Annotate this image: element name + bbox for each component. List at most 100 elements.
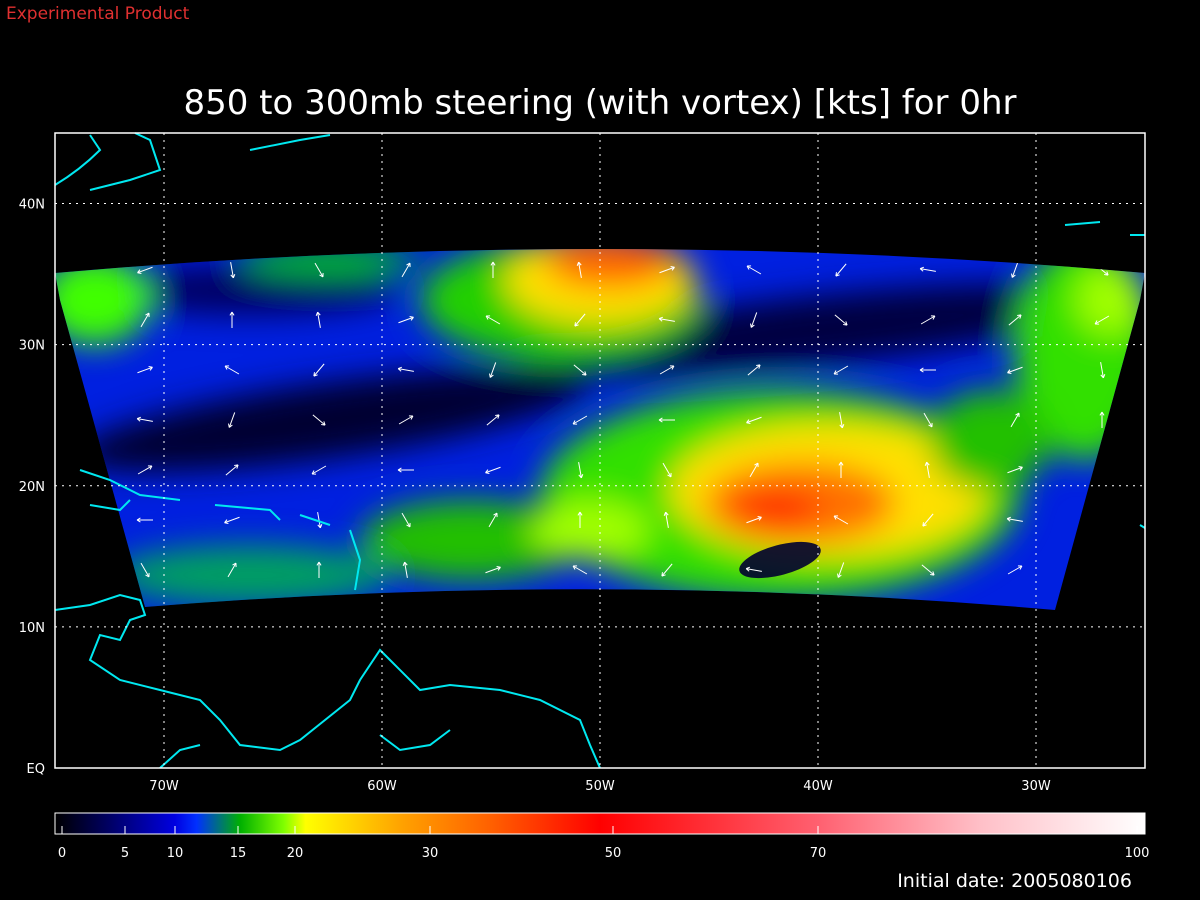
wind-arrow (225, 464, 239, 476)
x-tick-label: 60W (367, 779, 397, 794)
y-tick-label: 20N (19, 480, 45, 495)
wind-arrow (136, 416, 153, 422)
wind-arrow (313, 363, 325, 377)
colorbar-label: 15 (230, 846, 247, 861)
wind-arrow (749, 462, 759, 478)
wind-arrow (230, 262, 236, 279)
wind-arrow (402, 561, 408, 578)
wind-arrow (317, 512, 323, 529)
wind-arrow (1007, 366, 1023, 374)
x-tick-label: 40W (803, 779, 833, 794)
wind-arrow (837, 562, 845, 578)
wind-arrow (224, 365, 240, 375)
colorbar-label: 70 (810, 846, 827, 861)
wind-arrow (577, 511, 583, 528)
grid: 70W 60W 50W 40W 30W EQ 10N 20N 30N 40N (19, 133, 1145, 794)
wind-arrow (316, 561, 322, 578)
wind-arrow (923, 412, 933, 428)
wind-arrow (228, 412, 236, 428)
wind-arrow (745, 566, 762, 572)
colorbar-label: 30 (422, 846, 439, 861)
wind-arrow (750, 312, 758, 328)
wind-arrow (485, 466, 501, 474)
wind-arrow (1100, 362, 1106, 379)
note: Experimental Product (6, 4, 190, 24)
wind-arrow (662, 462, 672, 478)
wind-arrow (919, 266, 936, 272)
wind-arrow (224, 516, 240, 524)
wind-arrow (1008, 314, 1022, 326)
wind-arrow (746, 265, 762, 275)
wind-arrow (1011, 262, 1019, 278)
wind-arrow (315, 311, 321, 328)
wind-arrow (397, 366, 414, 372)
wind-arrow (488, 512, 498, 528)
wind-arrow (838, 461, 844, 478)
wind-arrow (398, 316, 414, 324)
colorbar-ticks: 0 5 10 15 20 30 50 70 100 (58, 826, 1150, 861)
wind-arrow (661, 563, 673, 577)
x-tick-label: 70W (149, 779, 179, 794)
colorbar-label: 10 (167, 846, 184, 861)
wind-arrow (578, 462, 584, 479)
y-tick-label: EQ (27, 762, 45, 777)
wind-arrow (658, 417, 675, 423)
wind-arrow (572, 415, 588, 425)
x-tick-label: 50W (585, 779, 615, 794)
x-tick-label: 30W (1021, 779, 1051, 794)
wind-arrow (1007, 565, 1023, 575)
wind-arrow (746, 416, 762, 424)
wind-arrow (229, 311, 235, 328)
wind-arrow (137, 366, 153, 374)
wind-arrow (312, 414, 326, 426)
wind-arrow (140, 312, 150, 328)
wind-arrow (833, 365, 849, 375)
wind-arrow (835, 263, 847, 277)
wind-arrow (746, 516, 762, 524)
wind-arrow (227, 562, 237, 578)
wind-arrow (658, 316, 675, 322)
wind-arrow (486, 414, 500, 426)
wind-arrow (1007, 466, 1023, 474)
wind-arrow (833, 515, 849, 525)
wind-arrow (834, 314, 848, 326)
colorbar-label: 50 (605, 846, 622, 861)
colorbar-label: 5 (121, 846, 129, 861)
title: 850 to 300mb steering (with vortex) [kts… (183, 83, 1016, 123)
wind-arrow (489, 362, 497, 378)
wind-arrow (398, 415, 414, 425)
wind-arrow (920, 315, 936, 325)
wind-arrow (137, 266, 153, 274)
wind-arrow (572, 565, 588, 575)
wind-arrow (1006, 516, 1023, 522)
wind-arrow (136, 517, 153, 523)
wind-arrow (576, 261, 582, 278)
y-tick-label: 10N (19, 621, 45, 636)
wind-arrow (919, 367, 936, 373)
colorbar-label: 100 (1125, 846, 1150, 861)
y-tick-label: 40N (19, 198, 45, 213)
colorbar-label: 20 (287, 846, 304, 861)
wind-arrow (1094, 315, 1110, 325)
wind-arrow (401, 512, 411, 528)
wind-arrow (397, 467, 414, 473)
wind-arrow (924, 461, 930, 478)
wind-arrow (922, 513, 934, 527)
wind-arrow (490, 261, 496, 278)
wind-arrow (1099, 411, 1105, 428)
steering-field (55, 249, 1145, 610)
wind-arrow (140, 562, 150, 578)
map-frame (54, 132, 1146, 769)
initial-date: Initial date: 2005080106 (897, 870, 1132, 892)
colorbar-label: 0 (58, 846, 66, 861)
wind-arrow (573, 364, 587, 376)
y-tick-label: 30N (19, 339, 45, 354)
colorbar (54, 812, 1146, 835)
wind-arrow (1010, 412, 1020, 428)
wind-arrow (137, 465, 153, 475)
wind-arrow (574, 313, 586, 327)
wind-arrow (485, 315, 501, 325)
coastlines (54, 132, 1146, 769)
wind-arrow (314, 262, 324, 278)
